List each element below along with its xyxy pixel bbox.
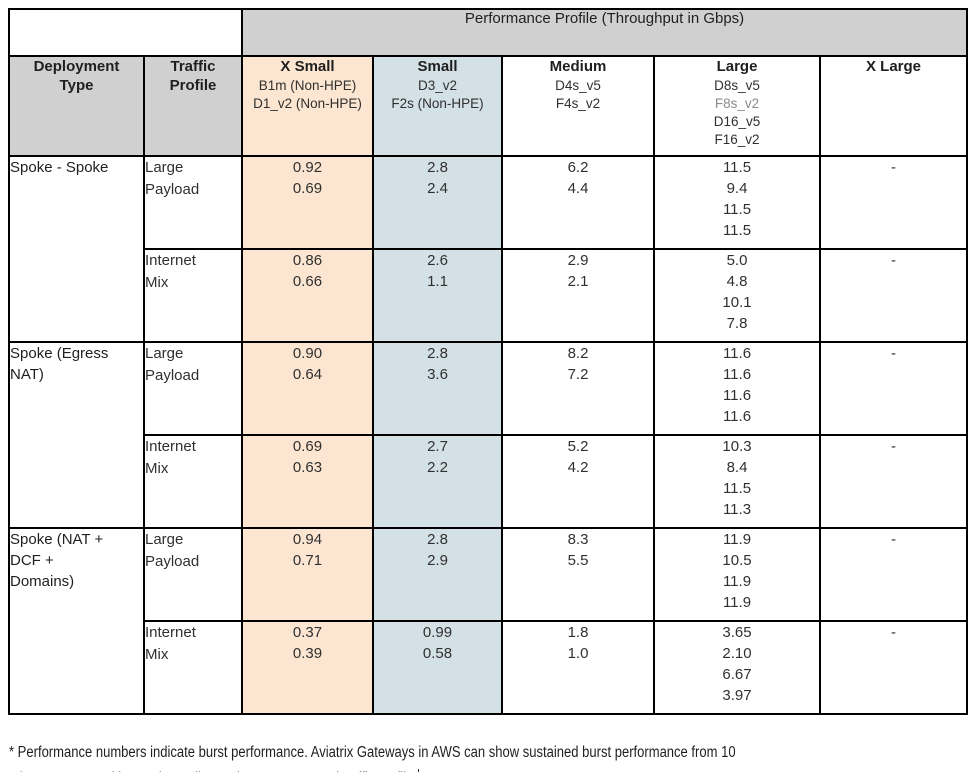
instance-type: F2s (Non-HPE) <box>391 96 484 111</box>
empty-corner <box>8 8 243 57</box>
value-cell-small: 2.8 3.6 <box>372 341 503 436</box>
size-name: Large <box>716 58 758 75</box>
value-cell-x-small: 0.90 0.64 <box>241 341 374 436</box>
instance-type: F8s_v2 <box>714 96 760 111</box>
value-cell-small: 2.6 1.1 <box>372 248 503 343</box>
value-cell-small: 2.8 2.9 <box>372 527 503 622</box>
table-row: Spoke (Egress NAT) Large Payload 0.90 0.… <box>8 341 969 529</box>
size-name: Medium <box>549 58 607 75</box>
instance-type: F16_v2 <box>714 132 760 147</box>
value-cell-x-small: 0.94 0.71 <box>241 527 374 622</box>
size-name: Small <box>417 58 458 75</box>
value-cell-medium: 5.2 4.2 <box>501 434 655 529</box>
table-row: Internet Mix 0.37 0.39 0.99 0.58 1.8 1.0… <box>9 620 969 715</box>
table-row: Spoke - Spoke Large Payload 0.92 0.69 2.… <box>8 155 969 343</box>
table-row: Internet Mix 0.69 0.63 2.7 2.2 5.2 4.2 1… <box>9 434 969 529</box>
traffic-cell: Internet Mix <box>143 248 243 343</box>
value-cell-medium: 6.2 4.4 <box>501 155 655 250</box>
col-header-x-large: X Large <box>818 55 969 157</box>
value-cell-medium: 2.9 2.1 <box>501 248 655 343</box>
column-header-row: Deployment Type Traffic Profile X Small … <box>8 55 969 157</box>
deployment-cell: Spoke - Spoke <box>8 155 145 343</box>
instance-type: D16_v5 <box>713 114 761 129</box>
footnote-text: * Performance numbers indicate burst per… <box>9 744 736 772</box>
value-cell-x-large: - <box>818 341 969 436</box>
instance-type: D3_v2 <box>417 78 458 93</box>
value-cell-x-small: 0.86 0.66 <box>241 248 374 343</box>
value-cell-medium: 8.3 5.5 <box>501 527 655 622</box>
value-cell-x-large: - <box>818 434 969 529</box>
col-header-medium: Medium D4s_v5 F4s_v2 <box>501 55 655 157</box>
value-cell-x-large: - <box>818 155 969 250</box>
performance-table: Performance Profile (Throughput in Gbps)… <box>8 8 969 715</box>
table-row: Internet Mix 0.86 0.66 2.6 1.1 2.9 2.1 5… <box>9 248 969 343</box>
traffic-cell: Large Payload <box>143 527 243 622</box>
traffic-cell: Large Payload <box>143 341 243 436</box>
col-header-small: Small D3_v2 F2s (Non-HPE) <box>372 55 503 157</box>
traffic-cell: Internet Mix <box>143 620 243 715</box>
value-cell-large: 3.65 2.10 6.67 3.97 <box>653 620 821 715</box>
value-cell-medium: 8.2 7.2 <box>501 341 655 436</box>
col-header-deployment-type: Deployment Type <box>8 55 145 157</box>
table-banner-title: Performance Profile (Throughput in Gbps) <box>240 8 969 57</box>
table-row: Spoke (NAT + DCF + Domains) Large Payloa… <box>8 527 969 715</box>
value-cell-large: 11.6 11.6 11.6 11.6 <box>653 341 821 436</box>
value-cell-x-small: 0.69 0.63 <box>241 434 374 529</box>
instance-type: B1m (Non-HPE) <box>258 78 357 93</box>
traffic-cell: Large Payload <box>143 155 243 250</box>
col-header-x-small: X Small B1m (Non-HPE) D1_v2 (Non-HPE) <box>241 55 374 157</box>
size-name: X Large <box>866 58 922 75</box>
deployment-cell: Spoke (Egress NAT) <box>8 341 145 529</box>
value-cell-x-small: 0.92 0.69 <box>241 155 374 250</box>
value-cell-medium: 1.8 1.0 <box>501 620 655 715</box>
value-cell-x-large: - <box>818 248 969 343</box>
col-header-traffic-profile: Traffic Profile <box>143 55 243 157</box>
value-cell-large: 10.3 8.4 11.5 11.3 <box>653 434 821 529</box>
instance-type: F4s_v2 <box>555 96 601 111</box>
instance-type: D1_v2 (Non-HPE) <box>253 96 362 111</box>
instance-type: D4s_v5 <box>555 78 601 93</box>
value-cell-x-large: - <box>818 527 969 622</box>
value-cell-small: 0.99 0.58 <box>372 620 503 715</box>
value-cell-small: 2.7 2.2 <box>372 434 503 529</box>
text-cursor <box>417 769 420 772</box>
deployment-cell: Spoke (NAT + DCF + Domains) <box>8 527 145 715</box>
value-cell-x-small: 0.37 0.39 <box>241 620 374 715</box>
value-cell-large: 11.5 9.4 11.5 11.5 <box>653 155 821 250</box>
traffic-cell: Internet Mix <box>143 434 243 529</box>
col-header-large: Large D8s_v5 F8s_v2 D16_v5 F16_v2 <box>653 55 821 157</box>
deployment-type-label: Deployment Type <box>33 58 120 94</box>
footnote: * Performance numbers indicate burst per… <box>9 740 966 772</box>
banner-row: Performance Profile (Throughput in Gbps) <box>8 8 969 57</box>
traffic-profile-label: Traffic Profile <box>169 58 217 94</box>
size-name: X Small <box>280 58 335 75</box>
value-cell-large: 5.0 4.8 10.1 7.8 <box>653 248 821 343</box>
instance-type: D8s_v5 <box>714 78 760 93</box>
value-cell-x-large: - <box>818 620 969 715</box>
value-cell-large: 11.9 10.5 11.9 11.9 <box>653 527 821 622</box>
value-cell-small: 2.8 2.4 <box>372 155 503 250</box>
